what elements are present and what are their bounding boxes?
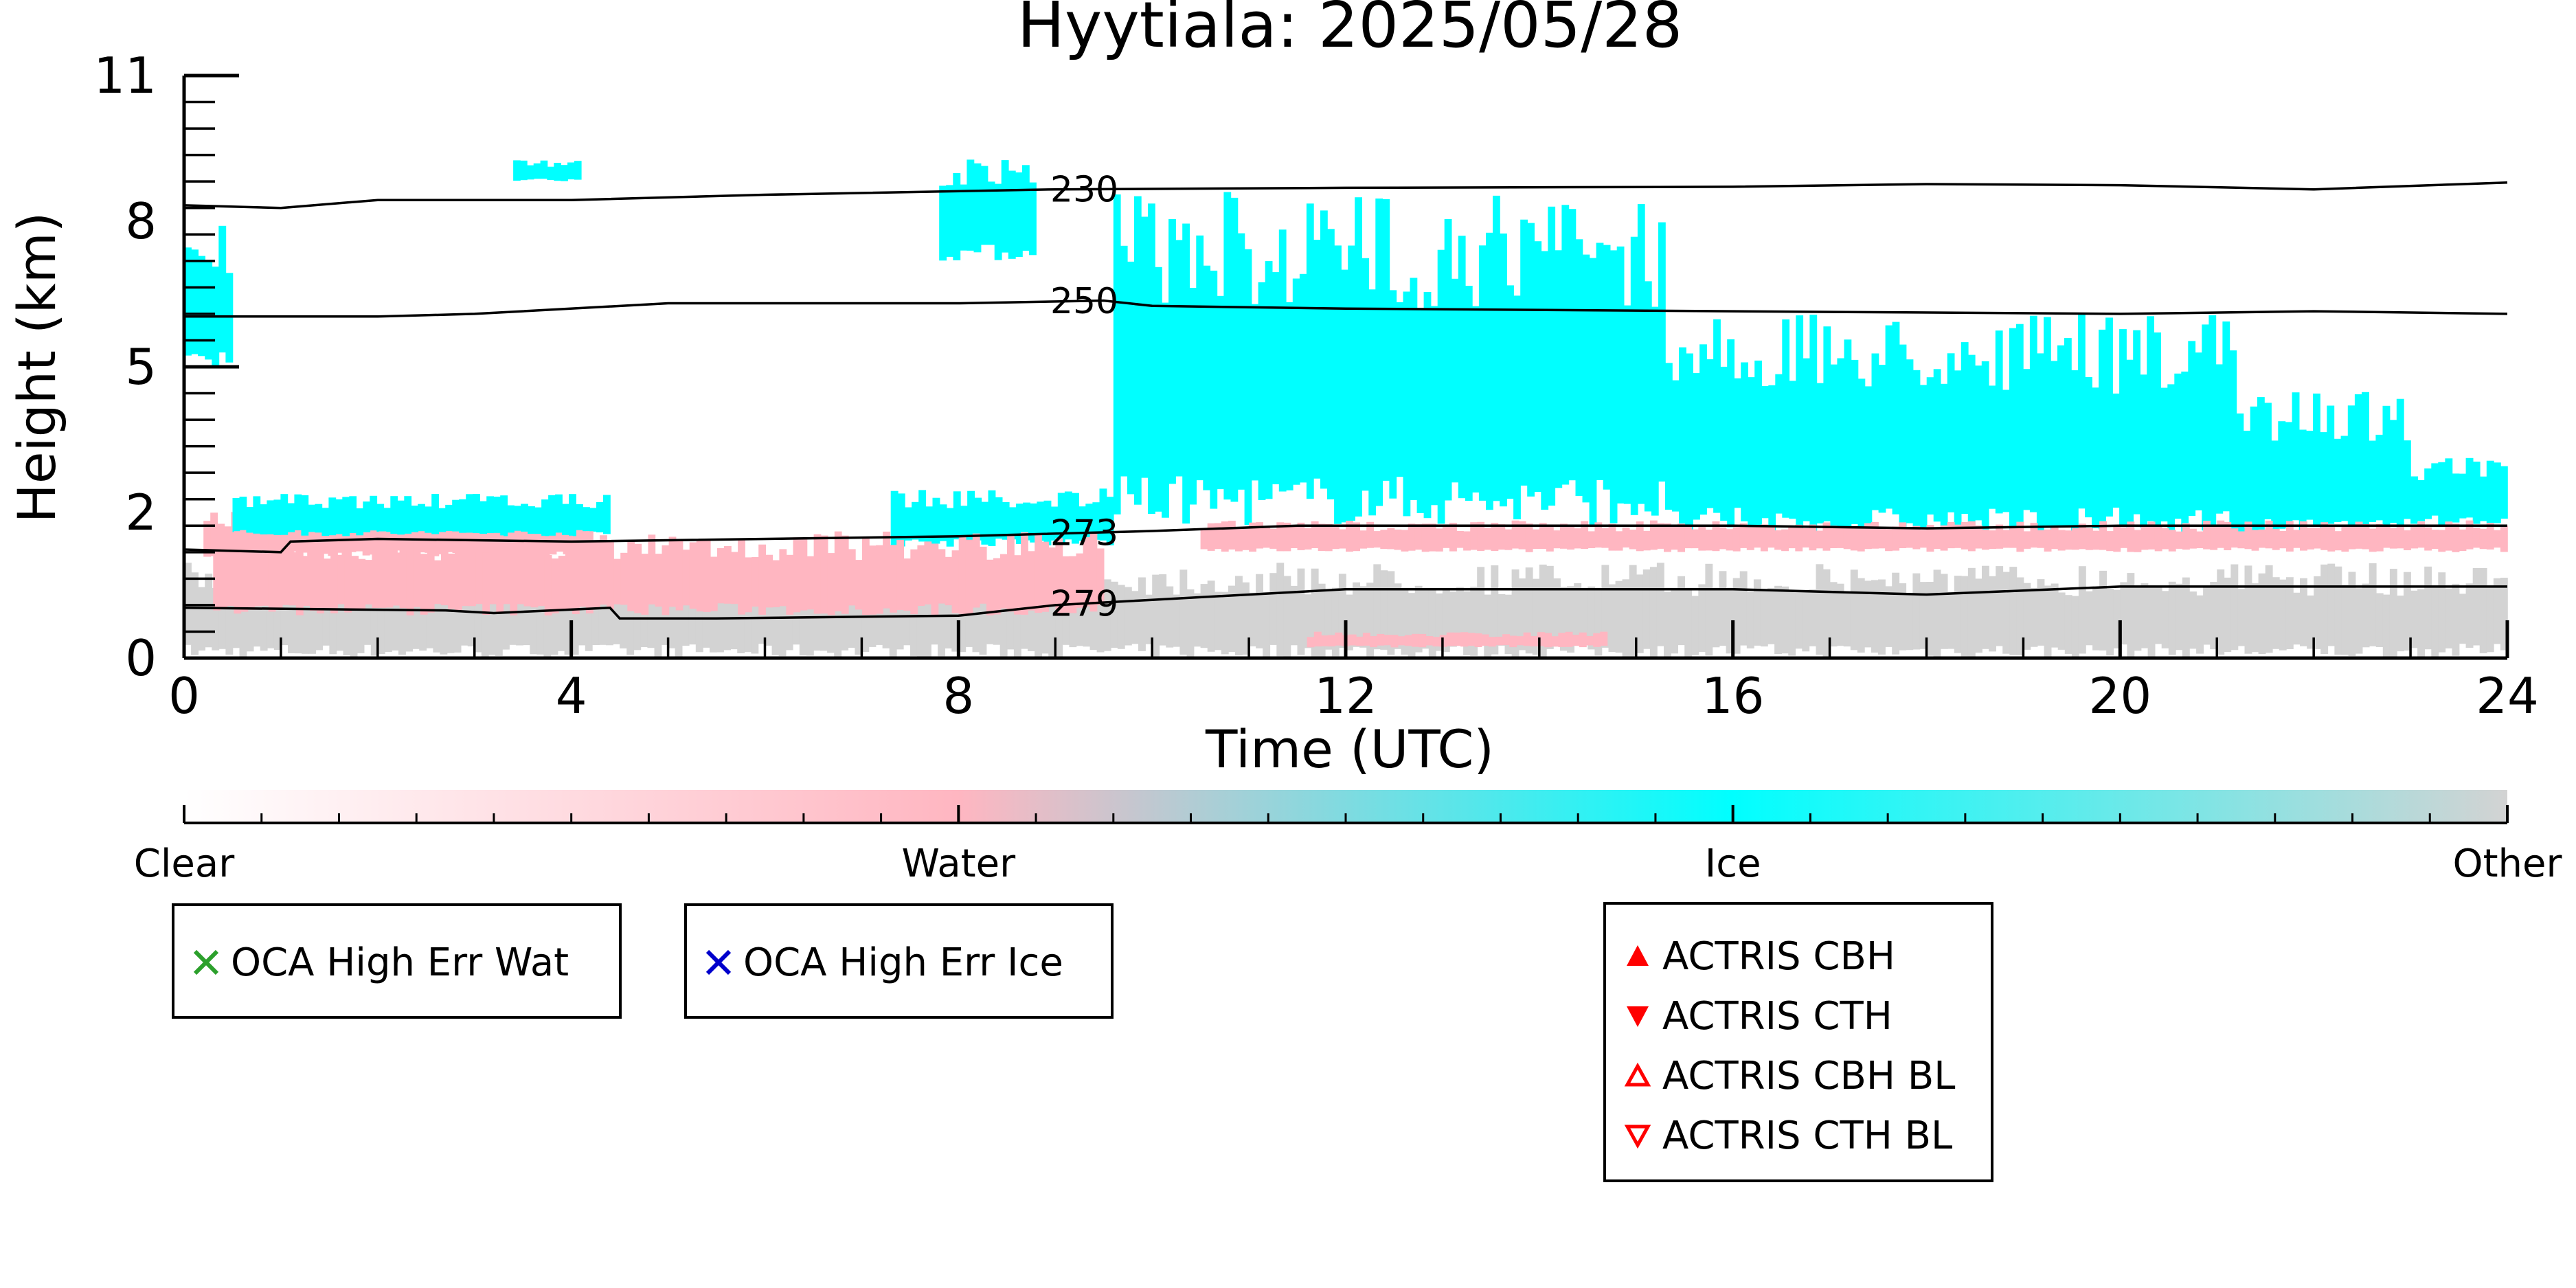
triangle-up-outline-icon — [1624, 1062, 1651, 1087]
class-region-ice — [1665, 314, 2237, 542]
class-region-ice — [939, 159, 1037, 261]
class-region-water — [1200, 520, 2508, 552]
legend-entry: ACTRIS CTH — [1623, 993, 1893, 1039]
isotherm-label: 279 — [1050, 584, 1118, 625]
legend-label: ACTRIS CTH BL — [1662, 1113, 1953, 1158]
y-axis-label: Height (km) — [6, 212, 67, 523]
plot-area: 230 250 273 279 — [183, 159, 2508, 658]
x-mark-icon — [705, 949, 732, 975]
y-tick-label: 11 — [93, 47, 157, 104]
legend-entry: OCA High Err Wat — [191, 940, 569, 985]
class-region-water — [213, 531, 1105, 615]
class-region-ice — [2410, 457, 2508, 526]
x-mark-icon — [193, 949, 219, 975]
isotherm-label: 273 — [1050, 513, 1118, 554]
isotherm-279 — [183, 585, 2507, 620]
y-tick-label: 5 — [125, 338, 157, 396]
class-region-ice — [1113, 192, 1666, 526]
chart-title: Hyytiala: 2025/05/28 — [1017, 0, 1683, 62]
y-tick-label: 8 — [125, 192, 157, 250]
y-tick-label: 2 — [125, 484, 157, 541]
y-tick-label: 0 — [125, 629, 157, 687]
class-region-water — [1307, 631, 1608, 648]
isotherm-230 — [183, 181, 2508, 210]
isotherm-label: 230 — [1050, 170, 1118, 211]
x-tick-label: 4 — [556, 667, 587, 725]
colorbar-label: Ice — [1705, 841, 1761, 886]
legend-entry: ACTRIS CBH BL — [1623, 1053, 1956, 1098]
class-region-ice — [184, 225, 234, 367]
triangle-up-filled-icon — [1627, 945, 1649, 966]
x-tick-label: 12 — [1314, 667, 1377, 725]
legend-entry: OCA High Err Ice — [703, 940, 1063, 985]
legend-entry: ACTRIS CBH — [1623, 934, 1896, 979]
isotherm-label: 250 — [1050, 281, 1118, 322]
legend-oca-ice: OCA High Err Ice — [684, 903, 1114, 1019]
x-tick-label: 16 — [1702, 667, 1765, 725]
legend-label: OCA High Err Wat — [231, 940, 569, 985]
colorbar-label: Clear — [134, 841, 235, 886]
isotherm-273 — [183, 524, 2507, 554]
colorbar-label: Other — [2452, 841, 2562, 886]
class-region-ice — [232, 494, 611, 536]
legend-label: ACTRIS CBH BL — [1662, 1053, 1956, 1098]
axes: 0 4 8 12 16 20 24 0 2 5 8 11 — [93, 47, 2538, 725]
class-region-ice — [513, 160, 582, 181]
legend-label: ACTRIS CBH — [1662, 934, 1896, 979]
legend-label: OCA High Err Ice — [743, 940, 1063, 985]
x-tick-label: 0 — [168, 667, 200, 725]
class-region-ice — [890, 488, 1114, 547]
x-tick-label: 20 — [2089, 667, 2152, 725]
colorbar-label: Water — [902, 841, 1017, 886]
legend-entry: ACTRIS CTH BL — [1623, 1113, 1953, 1158]
legend-oca-water: OCA High Err Wat — [172, 903, 622, 1019]
triangle-down-filled-icon — [1627, 1006, 1649, 1027]
triangle-down-outline-icon — [1624, 1125, 1651, 1149]
x-axis-label: Time (UTC) — [1205, 719, 1494, 780]
x-tick-label: 8 — [942, 667, 974, 725]
colorbar: Clear Water Ice Other — [134, 790, 2562, 886]
x-tick-label: 24 — [2476, 667, 2539, 725]
isotherm-250 — [184, 299, 2508, 318]
legend-actris: ACTRIS CBH ACTRIS CTH ACTRIS CBH BL ACTR… — [1603, 902, 1993, 1182]
legend-label: ACTRIS CTH — [1662, 993, 1893, 1039]
class-region-ice — [2236, 392, 2411, 542]
